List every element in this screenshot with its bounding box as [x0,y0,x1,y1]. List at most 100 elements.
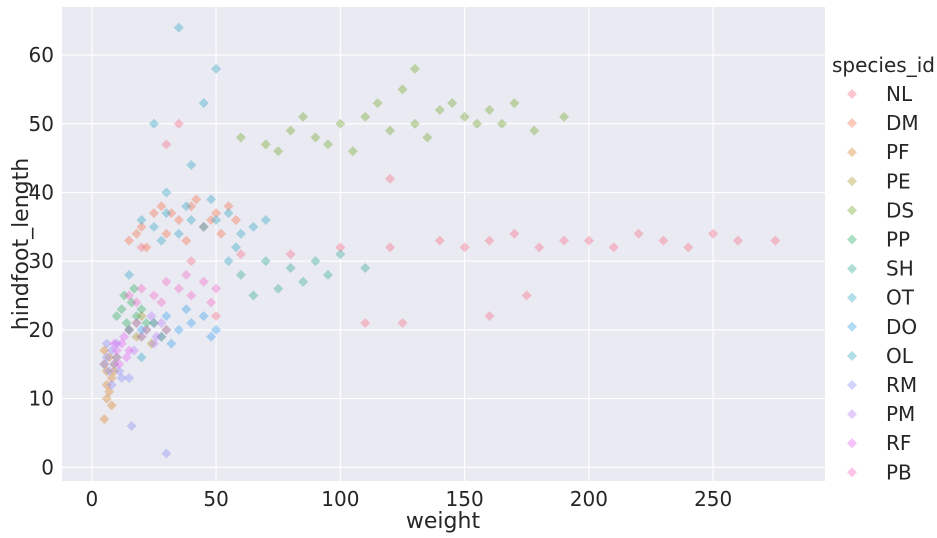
legend-label-sh: SH [886,257,914,281]
data-point-do [186,318,197,328]
data-point-pp [129,283,140,294]
data-point-pf [104,352,115,363]
data-point-ds [273,146,284,157]
data-point-ot [198,221,209,232]
data-point-pf [99,345,110,356]
data-point-dm [156,201,167,212]
data-point-do [156,331,167,342]
data-point-pf [99,359,110,370]
data-point-nl [683,242,694,253]
data-point-ot [230,242,241,253]
y-tick-label: 60 [29,43,54,67]
data-point-nl [385,173,396,184]
data-point-pm [141,324,152,335]
data-point-nl [235,249,246,260]
data-point-dm [186,201,197,212]
data-point-pe [124,324,135,335]
data-point-ds [409,118,420,129]
data-point-rm [109,359,120,370]
data-points [99,22,781,459]
y-tick-label: 40 [29,180,54,204]
legend-marker-dm [847,118,857,129]
data-point-pb [186,290,197,301]
data-point-rm [111,352,122,363]
legend-label-pp: PP [886,228,910,252]
data-point-pe [148,318,159,328]
data-point-ot [206,194,217,205]
data-point-ds [559,111,570,122]
data-point-ol [186,160,197,170]
y-tick-label: 0 [41,455,54,479]
data-point-rf [121,352,132,363]
legend-label-pm: PM [886,402,915,426]
legend-label-do: DO [886,315,917,339]
legend: species_id NL DM PF PE DS PP SH OT DO OL RM PM RF PB [832,53,935,484]
legend-marker-pb [847,467,857,478]
data-point-pp [136,304,147,315]
data-point-ot [248,221,259,232]
data-point-nl [161,139,172,150]
data-point-pe [156,331,167,342]
data-point-do [181,304,192,315]
data-point-rm [106,379,117,390]
data-point-pm [151,331,162,342]
legend-marker-pm [847,409,857,420]
data-point-nl [484,235,495,246]
data-point-pb [173,283,184,294]
data-point-do [206,331,217,342]
legend-marker-nl [847,89,857,99]
data-point-rf [116,338,127,349]
data-point-ot [148,221,159,232]
legend-label-rm: RM [886,373,917,397]
legend-label-rf: RF [886,431,911,455]
data-point-nl [534,242,545,253]
data-point-nl [559,235,570,246]
legend-label-dm: DM [886,111,919,135]
data-point-dm [141,242,152,253]
data-point-pm [129,345,140,356]
data-point-rm [104,366,115,377]
data-point-pf [109,359,120,370]
data-point-pf [101,379,112,390]
data-point-nl [173,118,184,129]
data-point-nl [708,228,719,239]
data-point-ot [186,214,197,225]
data-point-dm [211,208,222,219]
data-point-pf [106,372,117,383]
data-point-pb [156,297,167,308]
data-point-ot [161,208,172,219]
data-point-pb [161,276,172,287]
y-tick-label: 50 [29,112,54,136]
data-point-nl [335,242,346,253]
data-point-rm [124,372,135,383]
data-point-sh [322,269,333,280]
data-point-pp [141,318,152,328]
data-point-do [173,324,184,335]
legend-label-ot: OT [886,286,915,310]
data-point-ds [459,111,470,122]
data-point-do [211,324,222,335]
data-point-pf [111,352,122,363]
plot-background [62,7,825,481]
legend-label-ds: DS [886,198,914,222]
legend-label-ol: OL [886,344,914,368]
data-point-nl [658,235,669,246]
legend-marker-do [847,321,857,332]
data-point-dm [166,208,177,219]
data-point-ds [235,132,246,143]
data-point-dm [198,221,209,232]
data-point-ds [285,125,296,136]
data-point-ol [173,22,184,33]
data-point-ds [409,63,420,74]
data-point-nl [608,242,619,253]
data-point-pm [124,324,135,335]
data-point-dm [216,228,227,239]
data-point-pf [101,366,112,377]
legend-marker-pp [847,234,857,245]
data-point-pb [181,269,192,280]
data-point-sh [285,263,296,274]
legend-label-pe: PE [886,169,911,193]
data-point-nl [509,228,520,239]
data-point-pm [136,331,147,342]
